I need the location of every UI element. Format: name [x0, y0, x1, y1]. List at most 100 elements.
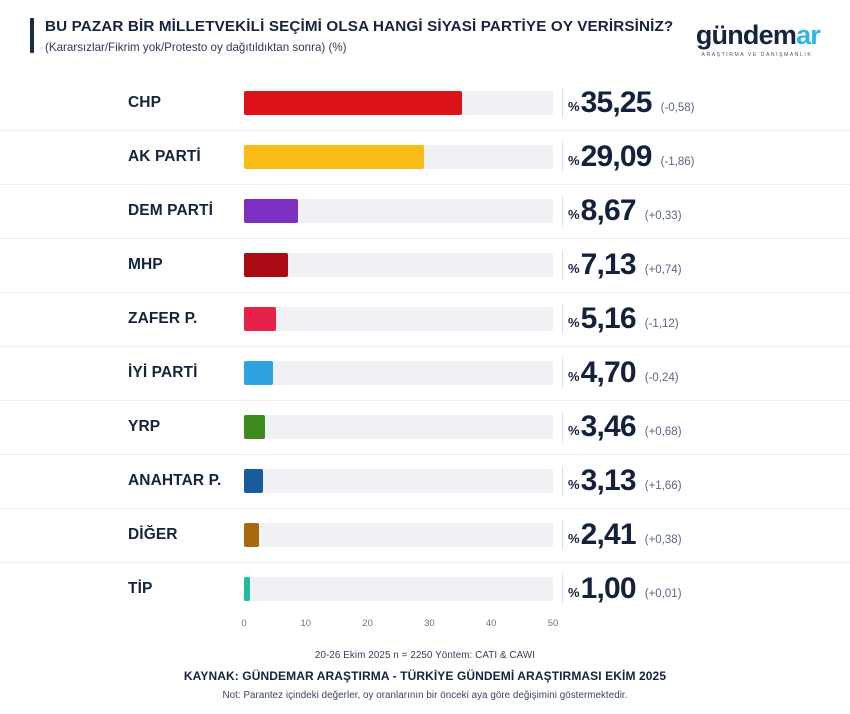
bar-chart: CHP% 35,25 (-0,58) AK PARTİ% 29,09 (-1,86) DEM… [0, 68, 850, 638]
bar-value-group: % 8,67 (+0,33) [568, 196, 682, 226]
title-accent-bar [30, 18, 34, 54]
chart-footer: 20-26 Ekim 2025 n = 2250 Yöntem: CATI & … [0, 638, 850, 701]
bar-value: 35,25 [580, 86, 653, 119]
percent-sign: % [568, 99, 580, 114]
value-divider [562, 142, 563, 172]
bar-fill [244, 361, 274, 385]
bar-row-label: İYİ PARTİ [128, 364, 198, 381]
bar-row: TİP% 1,00 (+0,01) [0, 562, 850, 616]
bar-row-label: MHP [128, 256, 163, 273]
brand-logo: gündemar ARAŞTIRMA VE DANIŞMANLIK [696, 16, 826, 59]
x-axis-tick: 30 [424, 618, 435, 629]
x-axis-tick: 10 [300, 618, 312, 629]
value-divider [562, 304, 563, 334]
bar-value-group: % 7,13 (+0,74) [568, 250, 682, 280]
percent-sign: % [568, 153, 580, 168]
logo-word-accent: ar [796, 20, 821, 50]
bar-row: İYİ PARTİ % 4,70 (-0,24) [0, 346, 850, 400]
bar-track [244, 199, 553, 223]
value-divider [562, 250, 563, 280]
page-title: BU PAZAR BİR MİLLETVEKİLİ SEÇİMİ OLSA HA… [45, 18, 674, 35]
value-divider [562, 358, 563, 388]
bar-rows: CHP% 35,25 (-0,58) AK PARTİ% 29,09 (-1,86) DEM… [0, 76, 850, 616]
bar-value-group: % 4,70 (-0,24) [568, 358, 679, 388]
percent-sign: % [568, 207, 580, 222]
logo-tagline: ARAŞTIRMA VE DANIŞMANLIK [701, 52, 813, 58]
percent-sign: % [568, 423, 580, 438]
bar-delta: (-1,86) [660, 156, 695, 168]
bar-row: ANAHTAR P.% 3,13 (+1,66) [0, 454, 850, 508]
bar-value-group: % 2,41 (+0,38) [568, 520, 682, 550]
bar-value: 2,41 [580, 518, 637, 551]
value-divider [562, 196, 563, 226]
bar-track [244, 361, 553, 385]
bar-row-label: ANAHTAR P. [128, 472, 222, 489]
bar-value-group: % 3,13 (+1,66) [568, 466, 682, 496]
bar-row: DİĞER% 2,41 (+0,38) [0, 508, 850, 562]
bar-row-label: YRP [128, 418, 161, 435]
title-texts: BU PAZAR BİR MİLLETVEKİLİ SEÇİMİ OLSA HA… [45, 16, 673, 55]
bar-fill [244, 199, 298, 223]
x-axis-tick: 40 [485, 618, 497, 629]
bar-row-label: AK PARTİ [128, 148, 201, 165]
chart-header: BU PAZAR BİR MİLLETVEKİLİ SEÇİMİ OLSA HA… [0, 0, 850, 68]
bar-value: 5,16 [580, 302, 637, 335]
bar-value: 4,70 [580, 356, 637, 389]
bar-row: YRP% 3,46 (+0,68) [0, 400, 850, 454]
bar-value-group: % 29,09 (-1,86) [568, 142, 695, 172]
bar-track [244, 469, 553, 493]
bar-value: 7,13 [580, 248, 637, 281]
bar-delta: (+1,66) [644, 480, 682, 492]
value-divider [562, 520, 563, 550]
x-axis-tick: 0 [241, 618, 247, 629]
bar-delta: (-0,58) [660, 102, 695, 114]
bar-track [244, 253, 553, 277]
bar-track [244, 577, 553, 601]
bar-value-group: % 5,16 (-1,12) [568, 304, 679, 334]
value-divider [562, 466, 563, 496]
bar-delta: (+0,74) [644, 264, 682, 276]
bar-value: 8,67 [580, 194, 637, 227]
bar-row-label: DEM PARTİ [128, 202, 213, 219]
bar-fill [244, 253, 289, 277]
bar-fill [244, 145, 424, 169]
bar-track [244, 415, 553, 439]
bar-track [244, 145, 553, 169]
bar-fill [244, 577, 251, 601]
x-axis-tick: 20 [362, 618, 373, 629]
bar-fill [244, 91, 462, 115]
bar-row-label: ZAFER P. [128, 310, 198, 327]
page-subtitle: (Kararsızlar/Fikrim yok/Protesto oy dağı… [45, 41, 347, 54]
footer-note: Not: Parantez içindeki değerler, oy oran… [222, 690, 628, 701]
bar-row-label: DİĞER [128, 526, 178, 543]
bar-fill [244, 523, 259, 547]
bar-track [244, 91, 553, 115]
bar-row: ZAFER P.% 5,16 (-1,12) [0, 292, 850, 346]
bar-delta: (+0,68) [644, 426, 682, 438]
bar-delta: (+0,33) [644, 210, 682, 222]
footer-source: KAYNAK: GÜNDEMAR ARAŞTIRMA - TÜRKİYE GÜN… [183, 669, 667, 683]
bar-value-group: % 1,00 (+0,01) [568, 574, 682, 604]
value-divider [562, 88, 563, 118]
bar-row: MHP% 7,13 (+0,74) [0, 238, 850, 292]
bar-fill [244, 469, 264, 493]
bar-value: 3,13 [580, 464, 637, 497]
percent-sign: % [568, 585, 580, 600]
logo-wordmark: gündemar [696, 20, 821, 50]
bar-delta: (+0,01) [644, 588, 682, 600]
bar-row-label: TİP [128, 580, 153, 597]
bar-row: DEM PARTİ% 8,67 (+0,33) [0, 184, 850, 238]
percent-sign: % [568, 315, 580, 330]
bar-row-label: CHP [128, 94, 162, 111]
bar-delta: (-1,12) [644, 318, 679, 330]
value-divider [562, 574, 563, 604]
bar-value-group: % 35,25 (-0,58) [568, 88, 695, 118]
percent-sign: % [568, 369, 580, 384]
bar-delta: (+0,38) [644, 534, 682, 546]
bar-row: CHP% 35,25 (-0,58) [0, 76, 850, 130]
bar-track [244, 307, 553, 331]
percent-sign: % [568, 531, 580, 546]
bar-value-group: % 3,46 (+0,68) [568, 412, 682, 442]
bar-value: 1,00 [580, 572, 637, 605]
bar-value: 3,46 [580, 410, 637, 443]
